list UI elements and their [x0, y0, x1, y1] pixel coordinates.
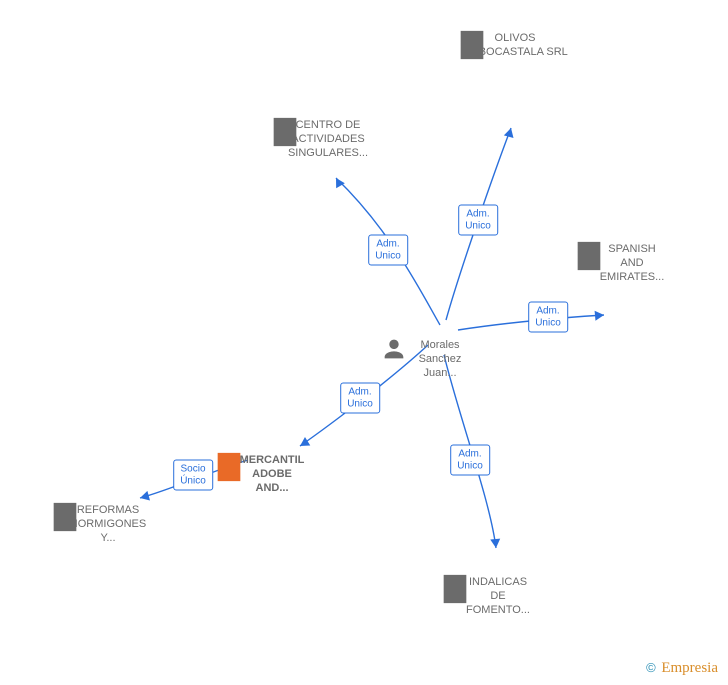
arrowhead-icon: [336, 178, 345, 188]
edge-label: Adm.Unico: [458, 205, 498, 236]
brand-name: Empresia: [661, 660, 718, 676]
company-node[interactable]: REFORMASHORMIGONESY...: [48, 500, 168, 545]
diagram-canvas: MoralesSanchezJuan... CENTRO DEACTIVIDAD…: [0, 0, 728, 685]
arrowhead-icon: [504, 128, 514, 138]
arrowhead-icon: [595, 311, 604, 321]
company-node[interactable]: SPANISHANDEMIRATES...: [572, 239, 692, 284]
edge-label: SocioÚnico: [173, 460, 213, 491]
arrowhead-icon: [300, 437, 310, 446]
footer: © Empresia: [646, 660, 718, 677]
edge-label: Adm.Unico: [528, 302, 568, 333]
edge-label: Adm.Unico: [340, 383, 380, 414]
copyright-symbol: ©: [646, 660, 656, 675]
edges-layer: [0, 0, 728, 685]
company-node[interactable]: OLIVOSBILBOCASTALA SRL: [455, 28, 575, 60]
center-node[interactable]: MoralesSanchezJuan...: [380, 335, 500, 380]
edge-label: Adm.Unico: [450, 445, 490, 476]
company-node[interactable]: INDALICASDEFOMENTO...: [438, 572, 558, 617]
company-node[interactable]: MERCANTILADOBEAND...: [212, 450, 332, 495]
edge-label: Adm.Unico: [368, 235, 408, 266]
arrowhead-icon: [490, 539, 500, 548]
company-node[interactable]: CENTRO DEACTIVIDADESSINGULARES...: [268, 115, 388, 160]
